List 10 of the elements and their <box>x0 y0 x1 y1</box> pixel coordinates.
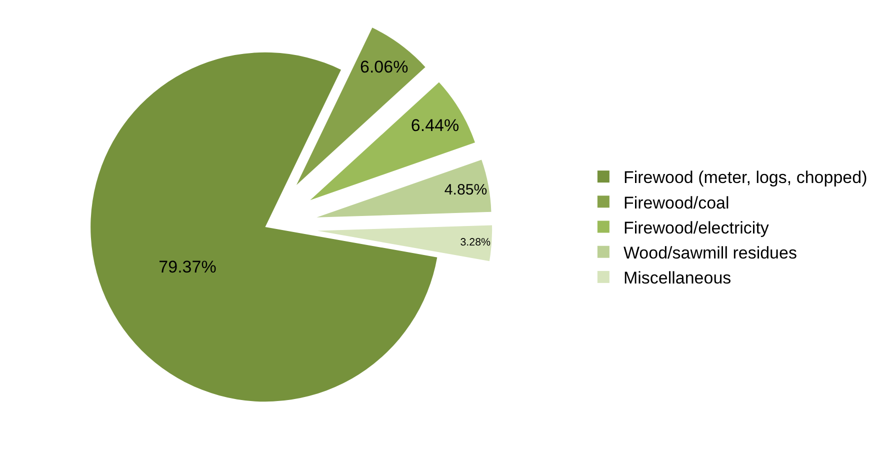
data-label: 79.37% <box>158 257 216 276</box>
legend-label: Wood/sawmill residues <box>623 243 797 262</box>
legend-label: Firewood/coal <box>623 193 730 212</box>
data-label: 3.28% <box>460 236 492 249</box>
legend-label: Firewood (meter, logs, chopped) <box>623 168 868 188</box>
data-label: 4.85% <box>444 182 488 199</box>
legend-label: Miscellaneous <box>623 268 732 288</box>
data-label: 6.44% <box>410 116 460 136</box>
legend-label: Firewood/electricity <box>623 218 770 238</box>
data-label: 6.06% <box>360 58 408 77</box>
